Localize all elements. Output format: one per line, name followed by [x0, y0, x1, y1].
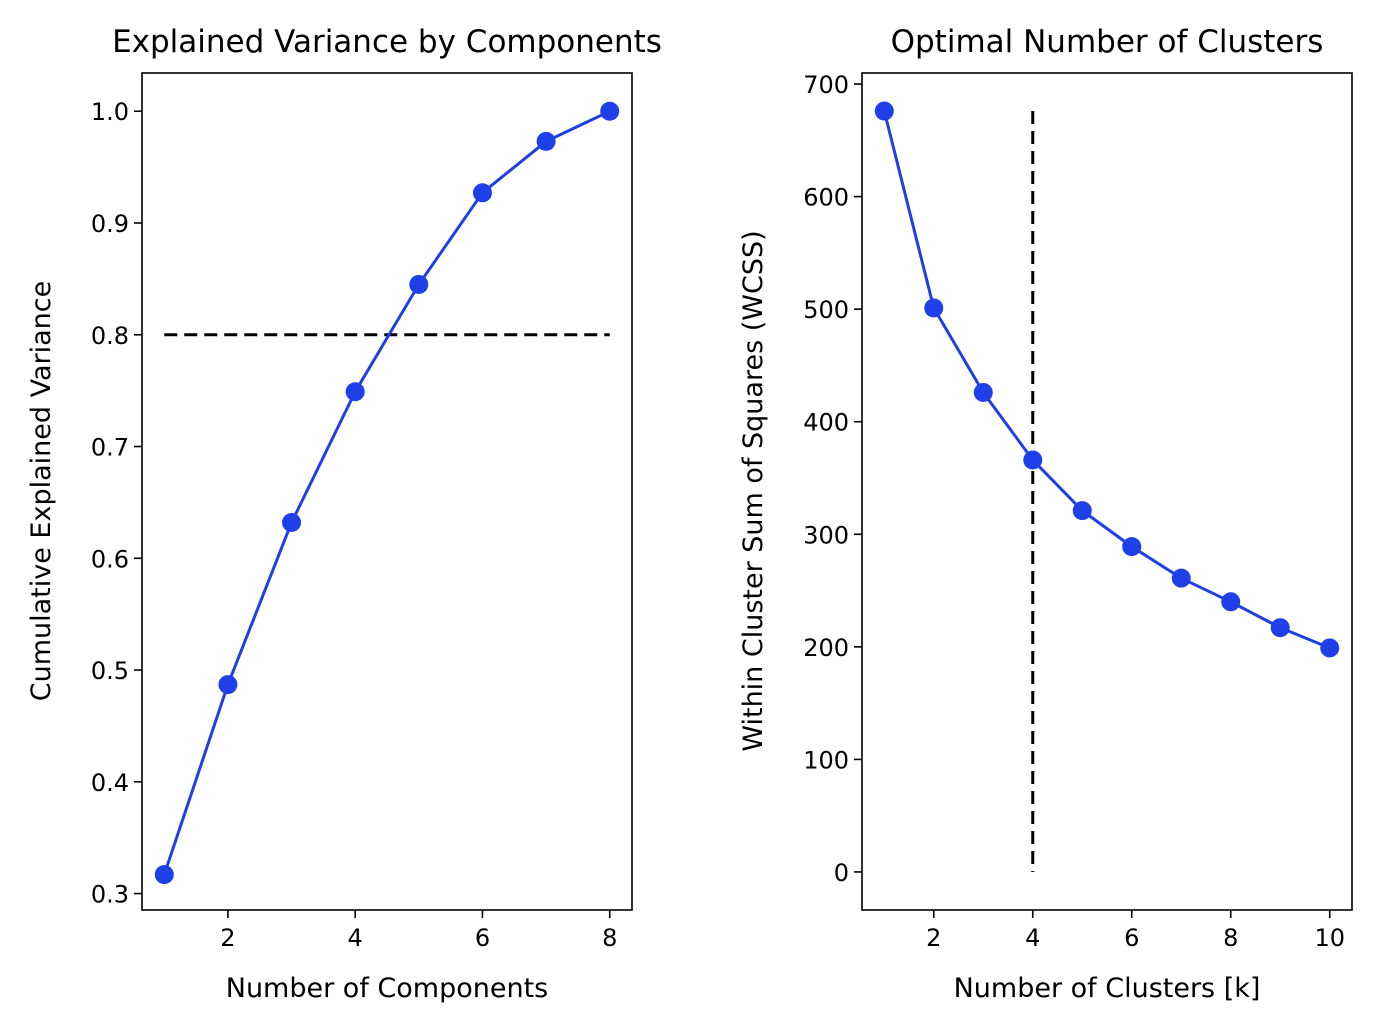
x-tick-label: 2 [220, 924, 235, 952]
y-tick-label: 0.6 [91, 545, 129, 573]
x-axis-label: Number of Clusters [k] [954, 973, 1261, 1004]
data-point [409, 274, 429, 294]
y-tick-label: 700 [803, 71, 849, 99]
y-tick-label: 0 [834, 859, 849, 887]
data-point [1320, 638, 1340, 658]
data-point [973, 382, 993, 402]
data-point [345, 382, 365, 402]
data-point [536, 131, 556, 151]
y-tick-label: 1.0 [91, 98, 129, 126]
data-point [1122, 537, 1142, 557]
data-point [600, 101, 620, 121]
data-point [1270, 618, 1290, 638]
chart-explained-variance: Explained Variance by Components Number … [26, 24, 662, 1004]
x-tick-label: 8 [602, 924, 617, 952]
data-point [218, 675, 238, 695]
y-tick-label: 300 [803, 521, 849, 549]
x-tick-label: 6 [1124, 924, 1139, 952]
x-tick-label: 2 [926, 924, 941, 952]
y-tick-label: 0.4 [91, 769, 129, 797]
data-point [874, 101, 894, 121]
y-tick-label: 100 [803, 746, 849, 774]
y-tick-label: 500 [803, 296, 849, 324]
y-tick-label: 0.8 [91, 322, 129, 350]
x-tick-label: 6 [475, 924, 490, 952]
data-point [1072, 501, 1092, 521]
y-tick-label: 0.7 [91, 434, 129, 462]
data-point [472, 183, 492, 203]
x-tick-label: 8 [1223, 924, 1238, 952]
y-tick-label: 400 [803, 409, 849, 437]
x-axis-label: Number of Components [226, 973, 548, 1004]
data-point [924, 298, 944, 318]
y-tick-label: 200 [803, 634, 849, 662]
series-line [882, 110, 1331, 650]
x-tick-label: 10 [1314, 924, 1345, 952]
y-tick-label: 600 [803, 184, 849, 212]
y-tick-label: 0.9 [91, 210, 129, 238]
series-line [162, 109, 611, 876]
y-tick-label: 0.5 [91, 657, 129, 685]
axes-frame [861, 72, 1353, 911]
data-point [1023, 450, 1043, 470]
data-point [1171, 568, 1191, 588]
chart-title: Explained Variance by Components [112, 24, 662, 60]
data-point [154, 865, 174, 885]
x-tick-label: 4 [1025, 924, 1040, 952]
data-point [1221, 592, 1241, 612]
axes-frame [141, 72, 633, 911]
data-point [282, 513, 302, 533]
chart-optimal-clusters: Optimal Number of Clusters Number of Clu… [738, 24, 1353, 1004]
y-axis-label: Within Cluster Sum of Squares (WCSS) [738, 230, 769, 751]
x-tick-label: 4 [348, 924, 363, 952]
chart-title: Optimal Number of Clusters [891, 24, 1324, 60]
plot-area: 2 4 6 8 0.3 0.4 0.5 0.6 0.7 0.8 0.9 1.0 [91, 72, 633, 952]
y-tick-label: 0.3 [91, 881, 129, 909]
y-axis-label: Cumulative Explained Variance [26, 281, 57, 702]
